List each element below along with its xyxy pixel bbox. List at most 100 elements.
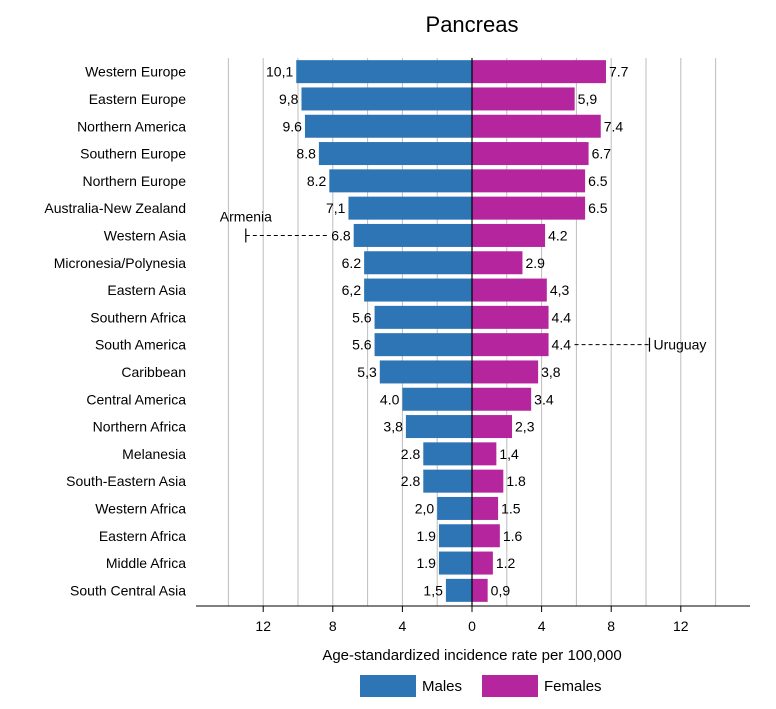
bar-males — [379, 360, 472, 384]
bar-females — [472, 278, 547, 302]
data-label-females: 7.7 — [609, 64, 629, 80]
legend-item-males: Males — [360, 675, 462, 697]
data-label-males: 8.8 — [296, 146, 316, 162]
bar-females — [472, 333, 549, 357]
data-label-males: 6.8 — [331, 227, 351, 243]
bar-males — [423, 469, 472, 493]
data-label-females: 6.7 — [592, 146, 612, 162]
x-tick-label: 8 — [607, 618, 615, 634]
bars-group — [296, 58, 606, 606]
category-label: Western Europe — [85, 64, 186, 80]
category-label: South Central Asia — [70, 582, 186, 598]
data-label-females: 3.4 — [534, 391, 554, 407]
bar-females — [472, 196, 586, 220]
data-label-females: 1.5 — [501, 500, 521, 516]
category-label: Micronesia/Polynesia — [54, 255, 186, 271]
bar-males — [374, 305, 472, 329]
x-tick-label: 12 — [673, 618, 689, 634]
x-axis: 12 8 4 0 4 8 12 — [196, 605, 750, 634]
data-label-males: 6.2 — [342, 255, 362, 271]
category-label: Middle Africa — [106, 555, 186, 571]
bar-females — [472, 87, 575, 111]
data-label-males: 4.0 — [380, 391, 400, 407]
legend-label-females: Females — [544, 677, 602, 695]
bar-males — [437, 496, 472, 520]
bar-females — [472, 496, 499, 520]
bar-females — [472, 169, 586, 193]
category-label: South-Eastern Asia — [66, 473, 186, 489]
bar-females — [472, 524, 500, 548]
data-label-males: 9,8 — [279, 91, 299, 107]
data-label-males: 8.2 — [307, 173, 327, 189]
data-label-males: 5.6 — [352, 337, 372, 353]
category-label: Southern Europe — [80, 146, 186, 162]
data-label-females: 5,9 — [578, 91, 598, 107]
category-label: Southern Africa — [90, 309, 186, 325]
bar-females — [472, 578, 488, 602]
bar-females — [472, 60, 606, 84]
bar-males — [353, 223, 472, 247]
bar-females — [472, 142, 589, 166]
bar-males — [296, 60, 472, 84]
data-label-males: 9.6 — [282, 118, 302, 134]
legend: Males Females — [360, 675, 622, 697]
category-label: Melanesia — [122, 446, 186, 462]
category-label: Western Africa — [95, 500, 186, 516]
data-label-males: 5.6 — [352, 309, 372, 325]
bar-females — [472, 442, 497, 466]
category-label: Eastern Africa — [99, 528, 186, 544]
data-label-males: 1,5 — [423, 582, 443, 598]
data-label-males: 2,0 — [415, 500, 435, 516]
bar-males — [364, 251, 472, 275]
category-label: Caribbean — [121, 364, 186, 380]
data-label-males: 6,2 — [342, 282, 362, 298]
annotation-label: Armenia — [220, 208, 272, 224]
bar-males — [348, 196, 472, 220]
bar-males — [364, 278, 472, 302]
bar-females — [472, 114, 601, 138]
data-label-males: 2.8 — [401, 446, 421, 462]
data-label-females: 2,3 — [515, 419, 535, 435]
bar-females — [472, 415, 513, 439]
bar-males — [304, 114, 472, 138]
data-label-females: 1,4 — [499, 446, 519, 462]
data-label-females: 4.2 — [548, 227, 568, 243]
annotation-label: Uruguay — [653, 337, 706, 353]
data-label-females: 1.6 — [503, 528, 523, 544]
data-label-females: 1.2 — [496, 555, 516, 571]
legend-label-males: Males — [422, 677, 463, 695]
bar-males — [329, 169, 472, 193]
bar-females — [472, 251, 523, 275]
data-label-females: 3,8 — [541, 364, 561, 380]
category-label: Central America — [86, 391, 186, 407]
x-tick-label: 0 — [468, 618, 476, 634]
data-label-females: 2.9 — [525, 255, 545, 271]
category-label: Australia-New Zealand — [44, 200, 186, 216]
data-label-females: 7.4 — [604, 118, 624, 134]
data-label-females: 6.5 — [588, 200, 608, 216]
x-tick-label: 4 — [399, 618, 407, 634]
labels-group: Western Europe 10,1 7.7 Eastern Europe 9,8 5,… — [44, 64, 706, 599]
bar-males — [318, 142, 472, 166]
data-label-males: 1.9 — [416, 528, 436, 544]
bar-males — [402, 387, 472, 411]
data-label-females: 4,3 — [550, 282, 570, 298]
legend-swatch-females — [482, 675, 539, 697]
bar-males — [301, 87, 472, 111]
bar-males — [445, 578, 472, 602]
data-label-females: 6.5 — [588, 173, 608, 189]
chart-title: Pancreas — [426, 12, 519, 37]
data-label-males: 3,8 — [383, 419, 403, 435]
x-tick-label: 8 — [329, 618, 337, 634]
category-label: Northern Europe — [82, 173, 186, 189]
data-label-males: 1.9 — [416, 555, 436, 571]
bar-males — [438, 524, 472, 548]
x-tick-label: 12 — [255, 618, 271, 634]
data-label-males: 5,3 — [357, 364, 377, 380]
legend-swatch-males — [360, 675, 416, 697]
bar-females — [472, 305, 549, 329]
bar-females — [472, 387, 532, 411]
x-tick-label: 4 — [538, 618, 546, 634]
data-label-females: 4.4 — [552, 309, 572, 325]
